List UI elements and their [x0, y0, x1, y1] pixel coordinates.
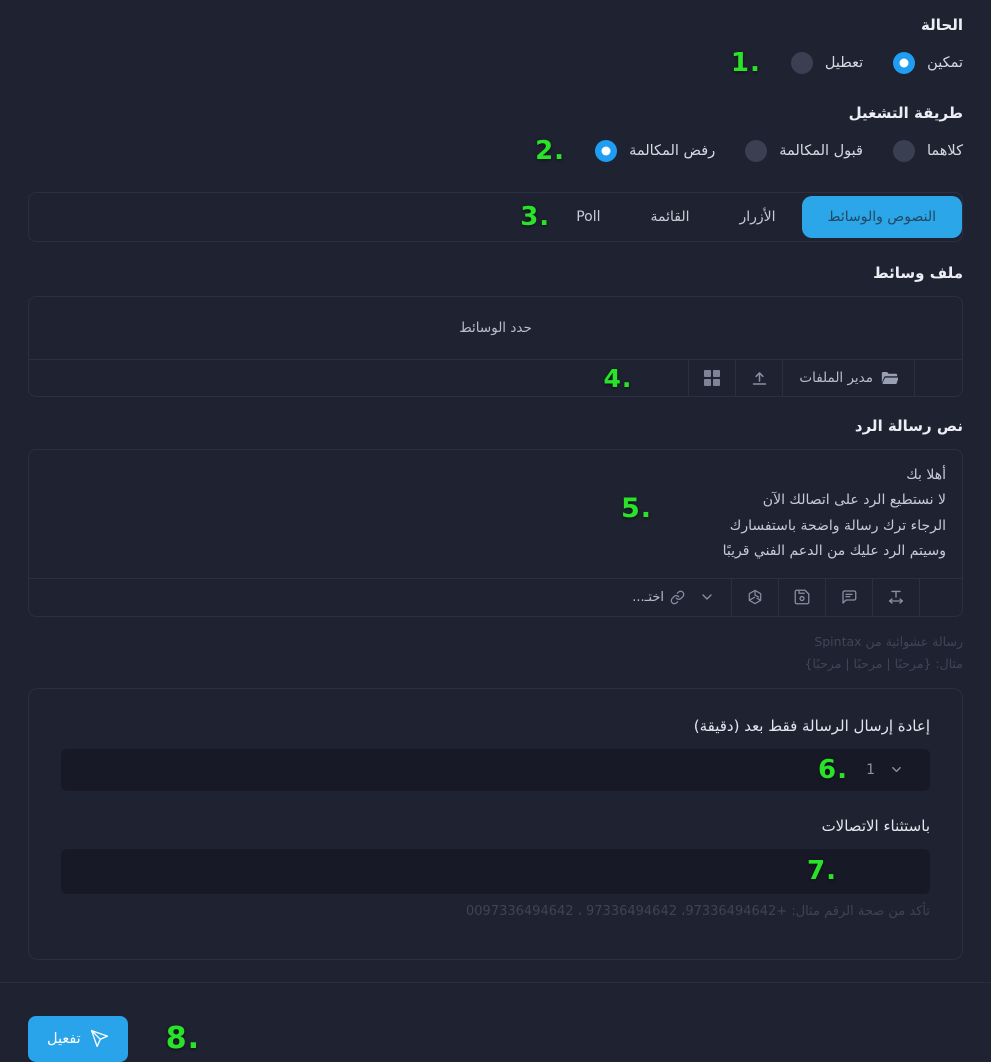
- reply-toolbar-rest: اختـ...: [29, 578, 732, 616]
- content-type-tabbar: النصوص والوسائط الأزرار القائمة Poll 3.: [28, 192, 963, 242]
- reply-title: نص رسالة الرد: [854, 417, 963, 435]
- footer: تفعيل 8.: [28, 983, 963, 1062]
- media-title: ملف وسائط: [873, 264, 963, 282]
- activate-button-label: تفعيل: [47, 1030, 81, 1047]
- select-chevron-down-icon: [889, 762, 904, 777]
- link-icon: [670, 590, 685, 605]
- mode-option-reject-label: رفض المكالمة: [629, 143, 716, 159]
- tab-list[interactable]: القائمة: [650, 209, 690, 225]
- shortcut-link-label: اختـ...: [632, 589, 664, 605]
- tab-poll[interactable]: Poll: [576, 209, 601, 225]
- media-toolbar: مدير الملفات 4.: [28, 360, 963, 397]
- resend-minutes-value: 1: [866, 761, 875, 778]
- shortcut-link-button[interactable]: اختـ...: [632, 590, 685, 605]
- step-annotation-3: 3.: [520, 202, 551, 232]
- mode-option-accept-label: قبول المكالمة: [779, 143, 863, 159]
- status-title: الحالة: [921, 16, 963, 34]
- media-toolbar-rest: 4.: [29, 360, 690, 396]
- resend-settings-card: إعادة إرسال الرسالة فقط بعد (دقيقة) 1 6.…: [28, 687, 963, 960]
- file-manager-button[interactable]: مدير الملفات: [783, 360, 915, 396]
- step-annotation-2: 2.: [535, 136, 566, 166]
- exclude-label: باستثناء الاتصالات: [821, 816, 930, 835]
- reply-line: أهلا بك: [906, 467, 946, 483]
- radio-reject-selected[interactable]: [595, 140, 618, 162]
- spintax-hint: رسالة عشوائية من Spintax مثال: {مرحبًا |…: [28, 631, 963, 675]
- text-width-icon: [887, 589, 905, 605]
- phone-format-hint: تأكد من صحة الرقم مثال: +97336494642، 97…: [466, 903, 930, 919]
- reply-line: لا نستطيع الرد على اتصالك الآن: [762, 492, 946, 509]
- file-manager-label: مدير الملفات: [799, 370, 873, 386]
- resend-minutes-select[interactable]: 1 6.: [61, 748, 930, 791]
- reply-toolbar: اختـ...: [28, 578, 963, 617]
- media-toolbar-spacer: [915, 360, 962, 396]
- step-annotation-1: 1.: [730, 48, 761, 78]
- spintax-hint-line1: رسالة عشوائية من Spintax: [814, 633, 963, 649]
- status-radio-group: تمكين تعطيل 1.: [28, 48, 963, 78]
- text-width-button[interactable]: [873, 578, 920, 616]
- tab-texts-media[interactable]: النصوص والوسائط: [801, 196, 962, 238]
- speech-bubble-icon: [840, 588, 858, 606]
- reply-toolbar-spacer: [920, 579, 962, 616]
- step-annotation-4: 4.: [603, 363, 633, 393]
- upload-button[interactable]: [736, 360, 784, 396]
- status-option-enable-label: تمكين: [927, 55, 963, 71]
- spintax-hint-line2: مثال: {مرحبًا | مرحبًا | مرحبًا}: [804, 655, 963, 671]
- radio-both[interactable]: [892, 140, 915, 162]
- mode-option-both-label: كلاهما: [926, 143, 963, 159]
- activate-button[interactable]: تفعيل: [28, 1015, 128, 1062]
- gallery-button[interactable]: [689, 360, 737, 396]
- comment-button[interactable]: [826, 578, 873, 616]
- floppy-disk-icon: [793, 588, 811, 606]
- step-annotation-5: 5.: [620, 493, 652, 524]
- mode-option-reject[interactable]: رفض المكالمة: [595, 140, 715, 162]
- send-plane-icon: [90, 1029, 109, 1048]
- mode-title: طريقة التشغيل: [848, 104, 963, 122]
- openai-logo-icon: [746, 588, 764, 606]
- reply-line: الرجاء ترك رسالة واضحة باستفسارك: [729, 517, 946, 534]
- radio-disable[interactable]: [790, 52, 813, 74]
- chevron-down-icon[interactable]: [699, 589, 715, 605]
- reply-message-textarea[interactable]: أهلا بك لا نستطيع الرد على اتصالك الآن ا…: [28, 449, 963, 579]
- resend-label: إعادة إرسال الرسالة فقط بعد (دقيقة): [693, 716, 930, 735]
- reply-line: وسيتم الرد عليك من الدعم الفني قريبًا: [722, 543, 946, 560]
- step-annotation-8: 8.: [165, 1021, 201, 1057]
- status-option-disable-label: تعطيل: [824, 55, 864, 71]
- exclude-contacts-input[interactable]: 7.: [61, 848, 930, 894]
- upload-icon: [751, 370, 768, 387]
- footer-divider: [0, 981, 991, 983]
- mode-option-accept[interactable]: قبول المكالمة: [745, 140, 863, 162]
- radio-enable-selected[interactable]: [893, 52, 916, 74]
- mode-radio-group: كلاهما قبول المكالمة رفض المكالمة 2.: [28, 136, 963, 166]
- grid-icon: [704, 370, 721, 386]
- save-button[interactable]: [779, 578, 826, 616]
- step-annotation-7: 7.: [807, 856, 837, 887]
- mode-option-both[interactable]: كلاهما: [892, 140, 963, 162]
- status-option-disable[interactable]: تعطيل: [790, 52, 864, 74]
- media-placeholder: حدد الوسائط: [459, 320, 532, 336]
- ai-generate-button[interactable]: [732, 578, 779, 616]
- folder-open-icon: [881, 371, 898, 385]
- tab-buttons[interactable]: الأزرار: [739, 209, 776, 225]
- status-option-enable[interactable]: تمكين: [893, 52, 963, 74]
- radio-accept[interactable]: [745, 140, 768, 162]
- media-select-dropzone[interactable]: حدد الوسائط: [28, 296, 963, 360]
- step-annotation-6: 6.: [818, 754, 848, 785]
